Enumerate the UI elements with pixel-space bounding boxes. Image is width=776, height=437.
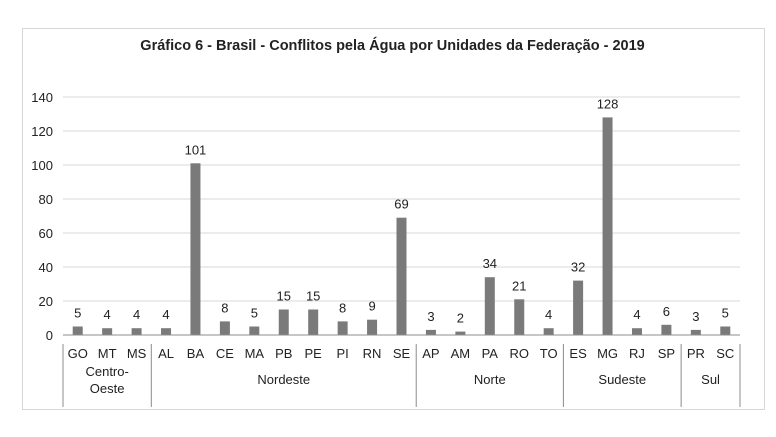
x-tick-label: SC: [716, 346, 734, 361]
data-label: 15: [306, 289, 320, 304]
data-label: 5: [722, 306, 729, 321]
y-tick-label: 0: [46, 328, 53, 343]
bar: [337, 321, 348, 335]
data-label: 4: [104, 307, 111, 322]
bar: [249, 326, 260, 335]
bar: [514, 299, 525, 335]
data-label: 15: [277, 289, 291, 304]
x-tick-label: RO: [509, 346, 529, 361]
data-label: 69: [394, 197, 408, 212]
bar: [219, 321, 230, 335]
data-label: 6: [663, 304, 670, 319]
bar: [543, 328, 554, 335]
axes: 0 20 40 60 80 100 120 140 GO MT MS AL BA CE MA PB PE PI RN…: [31, 90, 741, 407]
bars: [72, 117, 731, 336]
x-tick-label: SE: [393, 346, 411, 361]
x-tick-label: AL: [158, 346, 174, 361]
group-label: Centro-: [85, 364, 128, 379]
data-label: 3: [427, 309, 434, 324]
group-label: Norte: [474, 372, 506, 387]
bar: [631, 328, 642, 335]
x-tick-label: BA: [187, 346, 205, 361]
bar: [131, 328, 142, 335]
group-label: Sudeste: [598, 372, 646, 387]
bar: [573, 280, 584, 335]
data-label: 2: [457, 311, 464, 326]
data-label: 32: [571, 260, 585, 275]
group-label: Oeste: [90, 381, 125, 396]
x-tick-label: CE: [216, 346, 234, 361]
x-tick-label: PR: [687, 346, 705, 361]
y-tick-label: 60: [39, 226, 53, 241]
x-tick-label: AM: [451, 346, 471, 361]
data-label: 3: [692, 309, 699, 324]
data-label: 128: [597, 96, 619, 111]
x-tick-label: GO: [68, 346, 88, 361]
data-label: 4: [162, 307, 169, 322]
y-tick-label: 140: [31, 90, 53, 105]
y-tick-label: 20: [39, 294, 53, 309]
y-tick-label: 120: [31, 124, 53, 139]
bar: [661, 324, 672, 335]
y-tick-label: 100: [31, 158, 53, 173]
data-label: 9: [368, 299, 375, 314]
data-label: 5: [74, 306, 81, 321]
x-tick-label: AP: [422, 346, 439, 361]
bar: [720, 326, 731, 335]
bar: [161, 328, 172, 335]
data-label: 34: [483, 256, 497, 271]
bar: [396, 217, 407, 335]
x-tick-label: PE: [305, 346, 323, 361]
x-tick-label: RJ: [629, 346, 645, 361]
bar: [425, 329, 436, 335]
bar: [278, 309, 289, 335]
x-tick-label: PA: [482, 346, 499, 361]
x-tick-label: ES: [569, 346, 587, 361]
bar: [72, 326, 83, 335]
data-label: 8: [339, 300, 346, 315]
bar: [602, 117, 613, 336]
x-tick-label: PI: [336, 346, 348, 361]
chart-frame: [22, 28, 765, 410]
y-tick-label: 80: [39, 192, 53, 207]
group-label: Sul: [701, 372, 720, 387]
x-tick-label: MS: [127, 346, 147, 361]
x-tick-label: MT: [98, 346, 117, 361]
data-label: 5: [251, 306, 258, 321]
bar: [102, 328, 113, 335]
bar: [690, 329, 701, 335]
data-label: 21: [512, 278, 526, 293]
bar: [455, 331, 466, 335]
data-label: 8: [221, 300, 228, 315]
chart-title: Gráfico 6 - Brasil - Conflitos pela Água…: [140, 38, 645, 54]
x-tick-label: MG: [597, 346, 618, 361]
x-tick-label: PB: [275, 346, 292, 361]
x-tick-label: TO: [540, 346, 558, 361]
x-tick-label: SP: [658, 346, 675, 361]
x-tick-label: MA: [245, 346, 265, 361]
bar: [308, 309, 319, 335]
group-label: Nordeste: [257, 372, 310, 387]
bar: [484, 277, 495, 335]
data-label: 101: [185, 142, 207, 157]
data-label: 4: [633, 307, 640, 322]
data-label: 4: [545, 307, 552, 322]
bar: [190, 163, 201, 335]
bar: [367, 319, 378, 335]
y-tick-label: 40: [39, 260, 53, 275]
data-label: 4: [133, 307, 140, 322]
x-tick-label: RN: [363, 346, 382, 361]
